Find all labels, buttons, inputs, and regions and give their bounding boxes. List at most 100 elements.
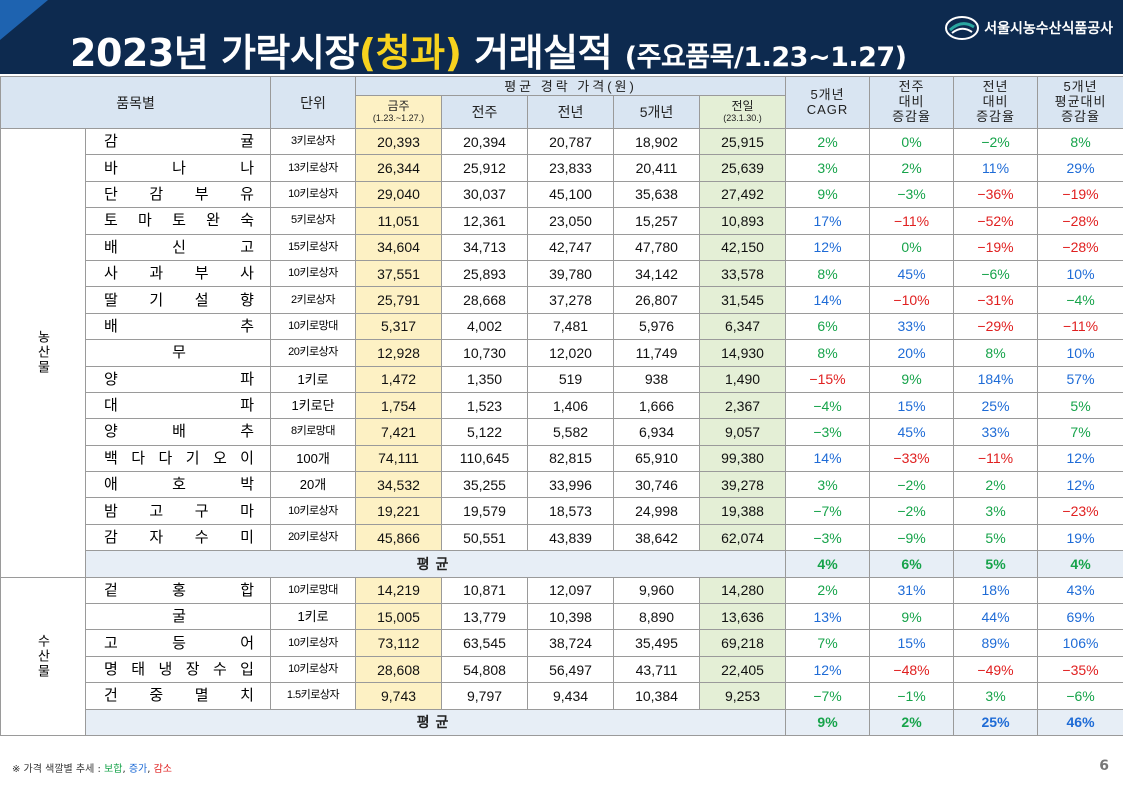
header-prevday-date: (23.1.30.)	[723, 113, 762, 124]
item-unit: 20키로상자	[270, 523, 357, 552]
price-prev-day: 39,278	[699, 471, 787, 499]
yoy-pct: 8%	[953, 339, 1039, 367]
item-name-char: 고	[149, 502, 164, 520]
avg-yoy: 5%	[953, 550, 1039, 578]
item-name-char: 설	[194, 291, 209, 309]
price-five-year: 34,142	[613, 259, 701, 288]
table-row: 무 20키로상자 12,928 10,730 12,020 11,749 14,930 8% 2…	[1, 339, 1123, 367]
wow-pct: −33%	[869, 444, 955, 473]
table-row: 양 배 추 8키로망대 7,421 5,122 5,582 6,934 9,057 −3% 45% 3…	[1, 418, 1123, 446]
yoy-pct: −6%	[953, 259, 1039, 288]
price-prev-year: 12,097	[527, 576, 615, 605]
price-five-year: 15,257	[613, 207, 701, 235]
item-unit: 20개	[270, 471, 357, 499]
footnote-prefix: ※ 가격 색깔별 추세 :	[12, 764, 105, 775]
wow-pct: 0%	[869, 233, 955, 261]
yoy-pct: 44%	[953, 603, 1039, 631]
average-label: 평균	[84, 708, 787, 736]
price-cur-week: 34,532	[355, 471, 443, 499]
table-row: 토 마 토 완 숙 5키로상자 11,051 12,361 23,050 15,257 10,893…	[1, 207, 1123, 235]
item-name-char: 딸	[104, 291, 118, 309]
five-year-pct: 10%	[1037, 339, 1123, 367]
yoy-pct: −36%	[953, 180, 1039, 209]
item-unit: 10키로상자	[270, 497, 357, 525]
item-name-char: 단	[104, 185, 118, 203]
item-name-char: 사	[104, 265, 118, 283]
price-prev-year: 39,780	[527, 259, 615, 288]
item-name-char: 고	[104, 634, 118, 652]
price-cur-week: 14,219	[355, 576, 443, 605]
item-name-char: 과	[149, 265, 164, 283]
cagr-pct: 7%	[785, 629, 871, 657]
item-name-char: 밤	[104, 502, 118, 520]
header-yoy-l1: 전년	[982, 79, 1009, 95]
yoy-pct: −49%	[953, 655, 1039, 684]
item-name-char: 이	[240, 449, 254, 467]
price-prev-week: 28,668	[441, 286, 529, 314]
price-prev-day: 6,347	[699, 312, 787, 341]
item-unit: 15키로상자	[270, 233, 357, 261]
item-name-char: 배	[104, 317, 118, 335]
price-prev-week: 25,893	[441, 259, 529, 288]
price-prev-year: 45,100	[527, 180, 615, 209]
header-prevday-label: 전일	[731, 98, 754, 113]
item-name-char: 사	[240, 265, 254, 283]
cagr-pct: 2%	[785, 576, 871, 605]
item-name-char: 숙	[240, 212, 254, 230]
table-row: 감 자 수 미 20키로상자 45,866 50,551 43,839 38,642 62,074…	[1, 523, 1123, 552]
price-prev-year: 82,815	[527, 444, 615, 473]
wow-pct: 15%	[869, 391, 955, 420]
item-name-char: 파	[240, 370, 255, 388]
table-row: 대 파 1키로단 1,754 1,523 1,406 1,666 2,367 −4% 15% 25%…	[1, 391, 1123, 420]
average-row: 평균 9% 2% 25% 46%	[1, 708, 1123, 736]
footnote: ※ 가격 색깔별 추세 : 보합, 증가, 감소	[12, 760, 172, 775]
item-unit: 10키로상자	[270, 655, 357, 684]
item-name-char: 합	[240, 581, 254, 599]
price-cur-week: 25,791	[355, 286, 443, 314]
five-year-pct: −4%	[1037, 286, 1123, 314]
item-name-char: 대	[104, 397, 118, 415]
yoy-pct: 2%	[953, 471, 1039, 499]
item-name-char: 바	[104, 159, 118, 177]
price-prev-year: 519	[527, 365, 615, 393]
category-sea: 수산물	[0, 576, 86, 736]
item-name-char: 마	[138, 212, 152, 230]
item-unit: 3키로상자	[270, 127, 357, 156]
price-cur-week: 37,551	[355, 259, 443, 288]
average-row: 평균 4% 6% 5% 4%	[1, 550, 1123, 578]
header-cagr-l1: 5개년	[810, 86, 845, 102]
item-name-char: 부	[194, 185, 209, 203]
item-unit: 100개	[270, 444, 357, 473]
price-five-year: 18,902	[613, 127, 701, 156]
price-prev-day: 22,405	[699, 655, 787, 684]
price-five-year: 11,749	[613, 339, 701, 367]
item-name-char: 귤	[240, 133, 255, 151]
wow-pct: −11%	[869, 207, 955, 235]
price-cur-week: 73,112	[355, 629, 443, 657]
item-name-char: 배	[172, 423, 186, 441]
header-prev-year: 전년	[527, 95, 615, 129]
price-prev-week: 19,579	[441, 497, 529, 525]
price-prev-week: 54,808	[441, 655, 529, 684]
price-prev-week: 4,002	[441, 312, 529, 341]
item-name-char: 치	[240, 687, 254, 705]
wow-pct: 9%	[869, 603, 955, 631]
avg-wow: 2%	[869, 708, 955, 736]
yoy-pct: −11%	[953, 444, 1039, 473]
header-wow: 전주 대비 증감율	[869, 76, 955, 129]
cagr-pct: 17%	[785, 207, 871, 235]
item-name-char: 태	[131, 661, 146, 678]
price-cur-week: 74,111	[355, 444, 443, 473]
price-prev-week: 50,551	[441, 523, 529, 552]
average-label: 평균	[84, 550, 787, 578]
cagr-pct: 8%	[785, 259, 871, 288]
table-row: 밤 고 구 마 10키로상자 19,221 19,579 18,573 24,998 19,388…	[1, 497, 1123, 525]
yoy-pct: 25%	[953, 391, 1039, 420]
title-after: 거래실적	[461, 31, 613, 75]
item-name-char: 신	[172, 238, 186, 256]
table-row: 딸 기 설 향 2키로상자 25,791 28,668 37,278 26,807 31,545 1…	[1, 286, 1123, 314]
item-name-char: 파	[240, 397, 255, 415]
item-name-char: 등	[172, 634, 186, 652]
price-prev-day: 25,915	[699, 127, 787, 156]
